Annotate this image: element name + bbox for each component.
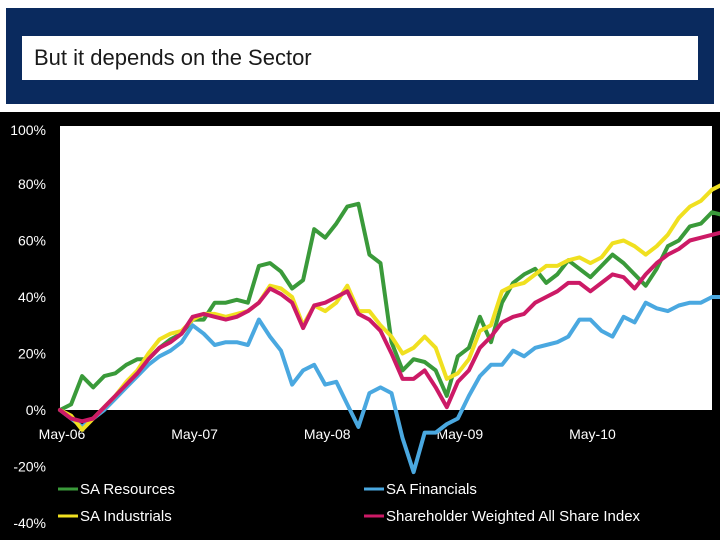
series-line: [58, 295, 720, 475]
x-tick-label: May-07: [171, 426, 218, 442]
plot-area: [60, 126, 712, 410]
legend-entry: Shareholder Weighted All Share Index: [364, 508, 641, 525]
legend-label: Shareholder Weighted All Share Index: [386, 508, 641, 525]
slide-title: But it depends on the Sector: [34, 45, 312, 70]
series-line: [58, 183, 720, 432]
legend-entry: SA Industrials: [58, 508, 172, 525]
y-tick-label: 100%: [10, 122, 46, 138]
legend-label: SA Financials: [386, 481, 477, 498]
y-tick-label: 60%: [18, 233, 46, 249]
y-tick-label: -20%: [13, 459, 46, 475]
series-line: [58, 230, 720, 424]
y-tick-label: 20%: [18, 346, 46, 362]
slide-header: But it depends on the Sector: [0, 0, 720, 112]
header-band: But it depends on the Sector: [6, 8, 714, 104]
title-bar: But it depends on the Sector: [22, 36, 698, 80]
x-tick-label: May-06: [39, 426, 86, 442]
series-line: [58, 201, 720, 412]
legend-entry: SA Financials: [364, 481, 477, 498]
line-chart: 100% 80% 60% 40% 20% 0% -20% -40% May-06 May-07 Ma…: [0, 112, 720, 540]
y-tick-label: 80%: [18, 176, 46, 192]
y-tick-label: 40%: [18, 289, 46, 305]
y-tick-label: 0%: [26, 402, 46, 418]
x-tick-label: May-09: [436, 426, 483, 442]
x-tick-label: May-10: [569, 426, 616, 442]
legend-label: SA Resources: [80, 481, 175, 498]
y-tick-label: -40%: [13, 515, 46, 531]
legend-label: SA Industrials: [80, 508, 172, 525]
x-tick-label: May-08: [304, 426, 351, 442]
legend-entry: SA Resources: [58, 481, 175, 498]
